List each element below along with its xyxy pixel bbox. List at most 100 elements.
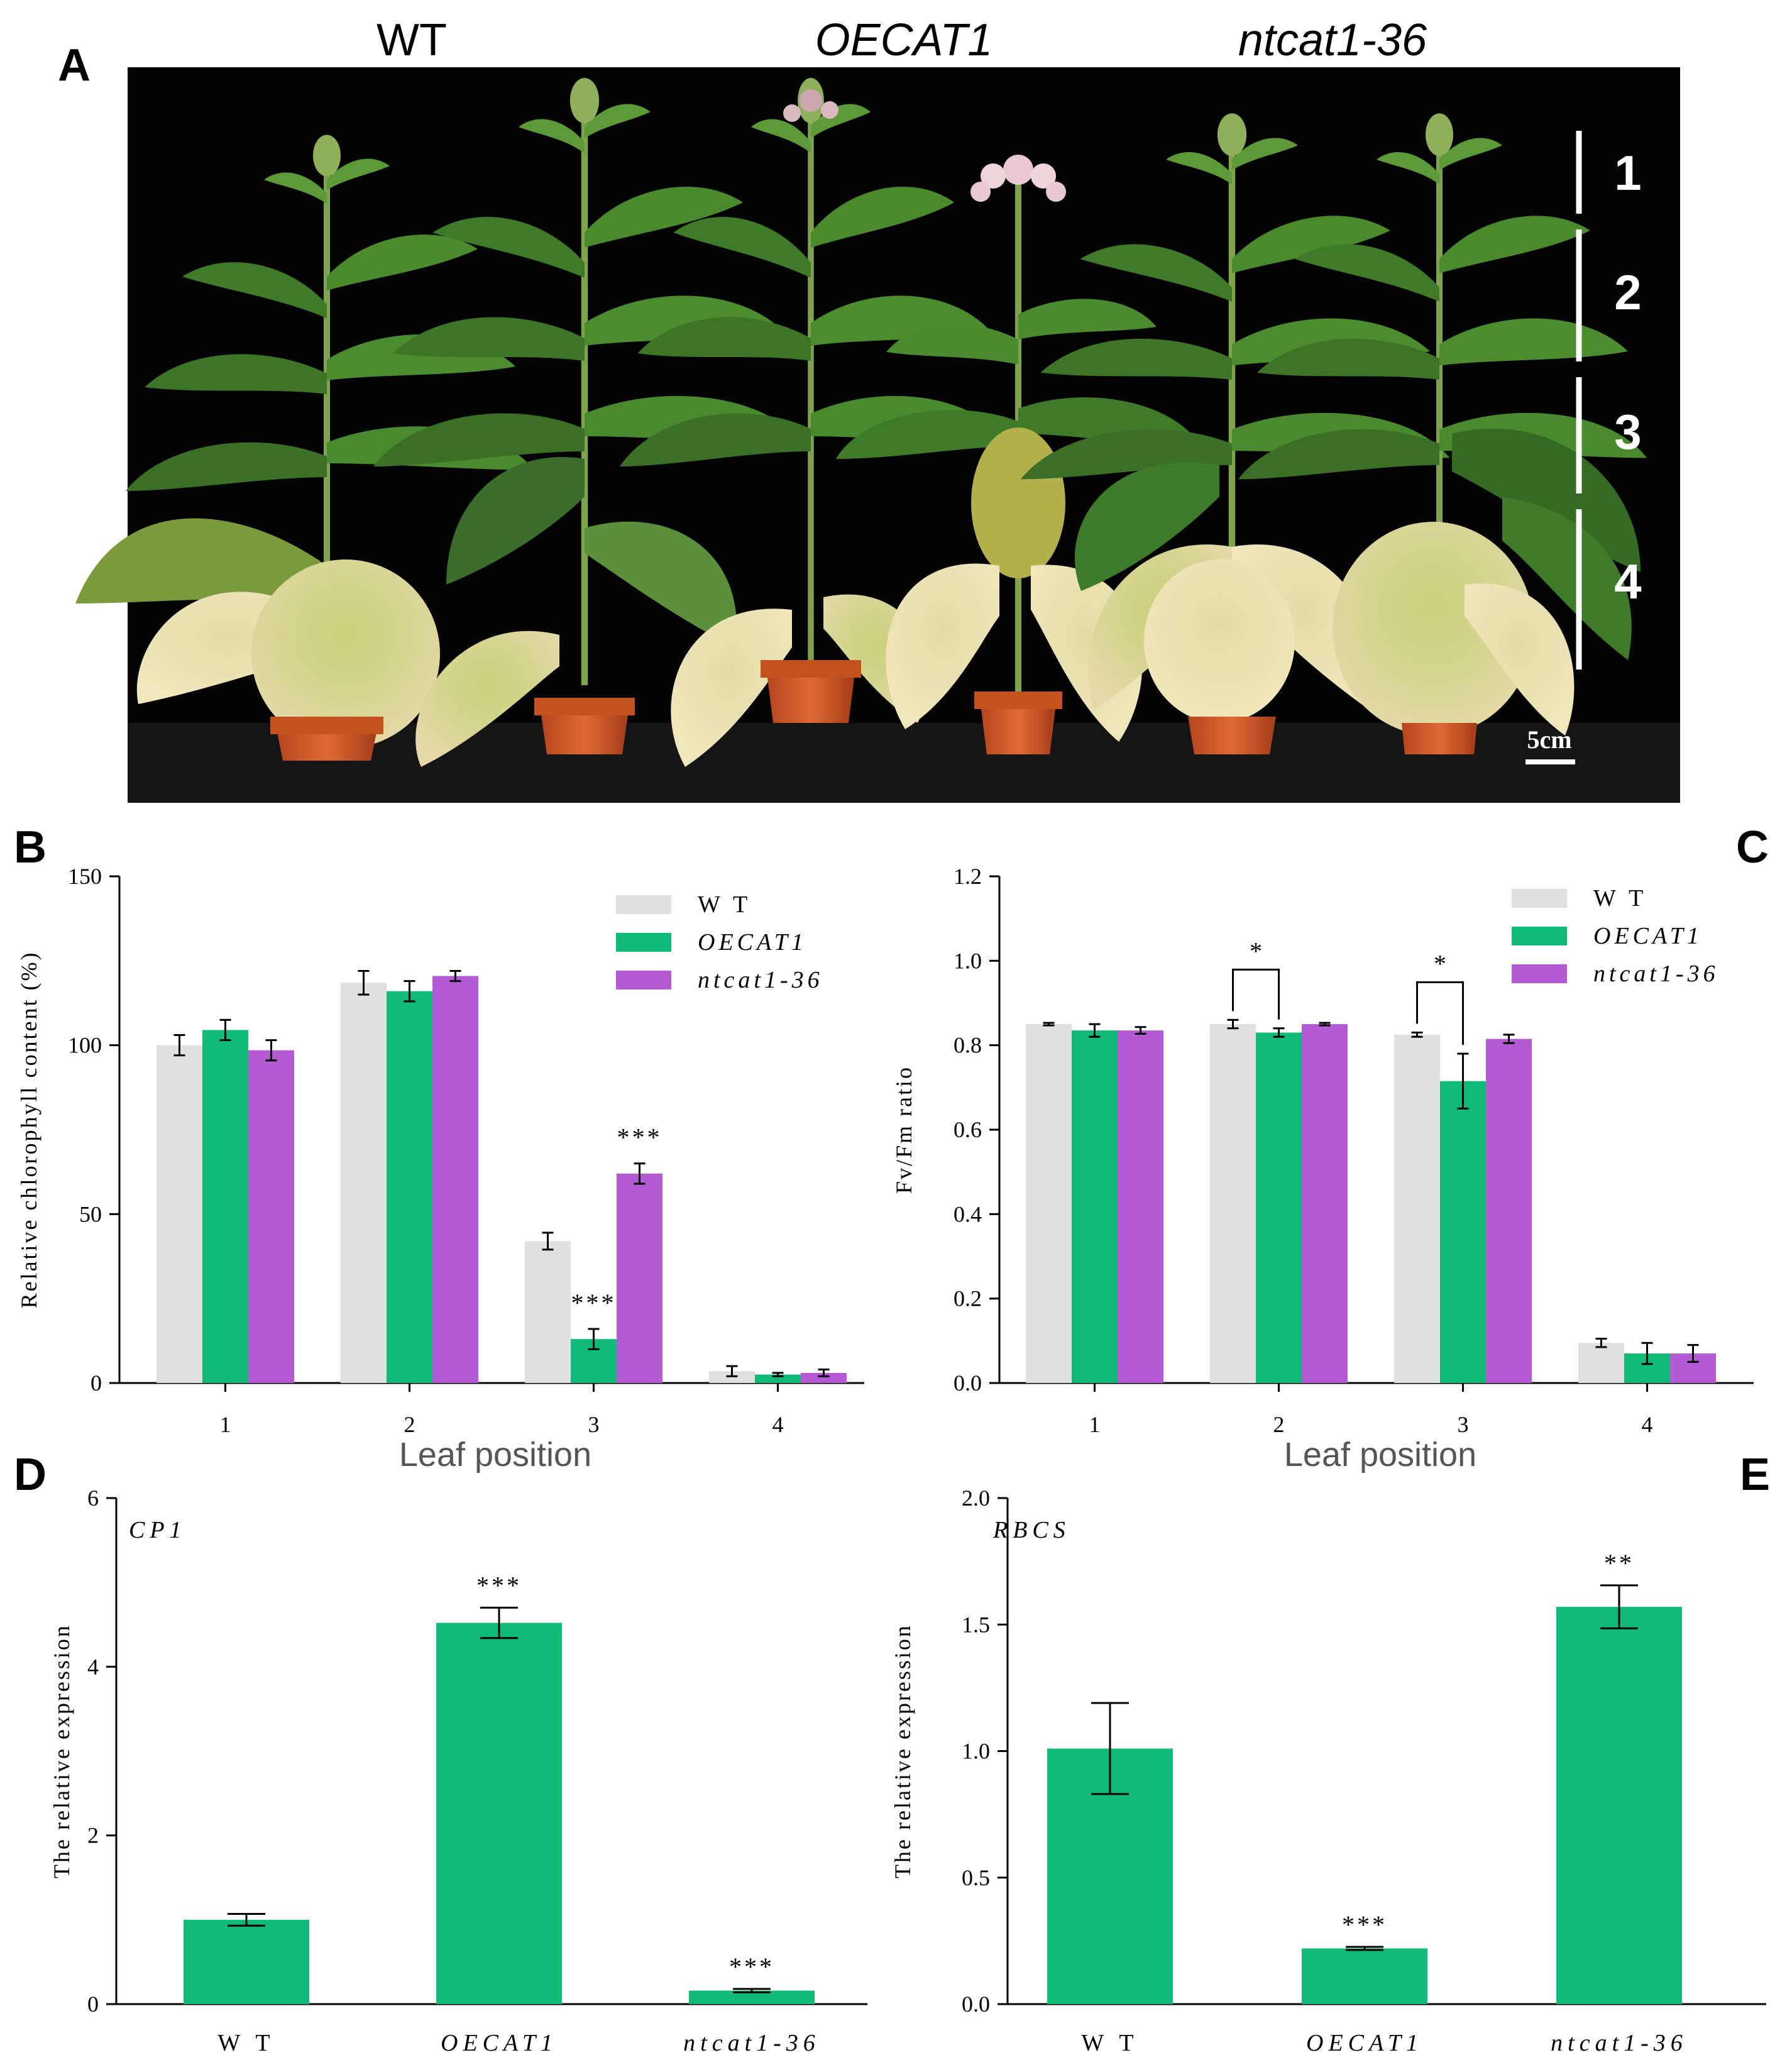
significance-bracket (1232, 968, 1280, 1020)
bar-oecat1 (436, 1623, 562, 2004)
significance-mark: *** (617, 1123, 662, 1152)
leaf-section-4: 4 (1614, 554, 1641, 609)
y-tick-label: 2 (87, 1823, 99, 1848)
chart-c-fvfm: 0.0 0.2 0.4 0.6 0.8 1.0 1.2 1 2 3 4 * * W T OECAT1 ntca… (891, 864, 1754, 1474)
y-axis-label: The relative expression (890, 1624, 915, 1878)
legend-swatch-oecat1 (1512, 927, 1567, 945)
y-tick-label: 2.0 (962, 1485, 990, 1511)
x-tick-label: ntcat1-36 (683, 2030, 820, 2056)
bar-oecat1-3 (1440, 1081, 1486, 1383)
legend-swatch-ntcat1-36 (1512, 964, 1567, 983)
bar-ntcat1-36-3 (1486, 1039, 1532, 1383)
x-tick-label: 4 (772, 1412, 784, 1437)
leaf-section-2: 2 (1614, 265, 1641, 320)
y-tick-label: 1.2 (954, 864, 982, 889)
x-tick-label: 3 (588, 1412, 600, 1437)
significance-mark: * (1434, 950, 1446, 978)
x-tick-label: 1 (1089, 1412, 1101, 1437)
y-tick-label: 0.0 (962, 1992, 990, 2017)
bar-oecat1-1 (202, 1030, 248, 1383)
legend-label-wt: W T (1593, 885, 1647, 912)
chart-b-chlorophyll: 0 50 100 150 1 2 3 4 *** *** W T OECAT1 ntcat1-36 Lea… (16, 864, 864, 1474)
legend-swatch-wt (616, 895, 671, 914)
significance-mark: *** (729, 1953, 774, 1981)
bar-wt-2 (341, 983, 387, 1383)
leaf-section-3: 3 (1614, 404, 1641, 460)
y-tick-label: 1.5 (962, 1612, 990, 1637)
bar-wt-2 (1210, 1024, 1256, 1383)
x-tick-label: 1 (220, 1412, 231, 1437)
chart-title: RBCS (992, 1517, 1070, 1543)
x-tick-label: 2 (404, 1412, 415, 1437)
significance-mark: *** (571, 1289, 617, 1317)
legend-label-ntcat1-36: ntcat1-36 (1593, 961, 1719, 987)
bar-wt-3 (525, 1241, 571, 1383)
legend-label-wt: W T (698, 891, 751, 918)
bar-ntcat1-36 (689, 1990, 815, 2004)
x-tick-label: W T (1081, 2030, 1138, 2056)
chart-title: CP1 (129, 1517, 187, 1543)
panel-letter-e: E (1740, 1450, 1770, 1500)
significance-mark: * (1250, 937, 1262, 965)
x-tick-label: 4 (1642, 1412, 1653, 1437)
photo-label-oecat1: OECAT1 (815, 15, 993, 65)
y-tick-label: 0.8 (954, 1033, 982, 1058)
x-tick-label: OECAT1 (441, 2030, 558, 2056)
x-tick-label: ntcat1-36 (1551, 2030, 1688, 2056)
plant-ntcat1-36-1 (1021, 113, 1450, 754)
bar-oecat1-1 (1072, 1030, 1118, 1383)
bar-ntcat1-36-2 (1302, 1024, 1348, 1383)
legend-swatch-oecat1 (616, 933, 671, 952)
y-axis-label: The relative expression (49, 1624, 74, 1878)
panel-a: A WT OECAT1 ntcat1-36 (58, 15, 1680, 803)
bar-wt-1 (1026, 1024, 1072, 1383)
legend-swatch-ntcat1-36 (616, 971, 671, 989)
significance-mark: *** (1342, 1910, 1387, 1939)
photo-label-ntcat1-36: ntcat1-36 (1238, 15, 1427, 65)
x-axis-label: Leaf position (1284, 1436, 1476, 1474)
y-tick-label: 0.4 (954, 1201, 982, 1226)
bar-oecat1-2 (1256, 1032, 1302, 1383)
bar-ntcat1-36-1 (1118, 1030, 1163, 1383)
panel-letter-c: C (1736, 822, 1769, 873)
leaf-section-1: 1 (1614, 145, 1641, 201)
y-tick-label: 6 (87, 1485, 99, 1511)
y-tick-label: 0.6 (954, 1117, 982, 1142)
y-tick-label: 0 (91, 1370, 102, 1396)
panel-letter-d: D (14, 1450, 47, 1500)
scale-bar-label: 5cm (1527, 725, 1571, 754)
x-tick-label: 3 (1458, 1412, 1469, 1437)
plant-wt-2 (373, 78, 803, 767)
leaf-section-markers: 1 2 3 4 (1576, 131, 1642, 670)
y-tick-label: 1.0 (962, 1739, 990, 1764)
bar-wt (184, 1919, 309, 2004)
significance-bracket (1416, 981, 1464, 1045)
plant-photo: 1 2 3 4 5cm (75, 67, 1680, 803)
x-tick-label: W T (217, 2030, 275, 2056)
bar-wt-1 (157, 1045, 202, 1383)
bar-oecat1-2 (387, 991, 432, 1383)
y-tick-label: 150 (68, 864, 102, 889)
y-axis-label: Relative chlorophyll content (%) (16, 951, 41, 1309)
significance-mark: ** (1604, 1549, 1634, 1577)
photo-label-wt: WT (377, 15, 447, 65)
y-tick-label: 4 (87, 1654, 99, 1679)
y-tick-label: 50 (79, 1201, 102, 1226)
legend-label-oecat1: OECAT1 (1593, 923, 1703, 949)
x-tick-label: OECAT1 (1306, 2030, 1423, 2056)
y-axis-label: Fv/Fm ratio (891, 1066, 916, 1194)
legend-label-oecat1: OECAT1 (698, 929, 807, 956)
y-tick-label: 0 (87, 1992, 99, 2017)
legend-label-ntcat1-36: ntcat1-36 (698, 967, 823, 993)
bar-ntcat1-36-2 (432, 976, 478, 1383)
y-tick-label: 0.5 (962, 1865, 990, 1890)
bar-oecat1 (1302, 1948, 1427, 2004)
panel-letter-b: B (14, 822, 47, 873)
bar-wt-4 (1578, 1343, 1624, 1383)
bar-ntcat1-36-4 (801, 1372, 847, 1383)
y-tick-label: 0.0 (954, 1370, 982, 1396)
bar-ntcat1-36 (1556, 1607, 1682, 2004)
bar-ntcat1-36-1 (248, 1050, 294, 1383)
legend-swatch-wt (1512, 889, 1567, 908)
